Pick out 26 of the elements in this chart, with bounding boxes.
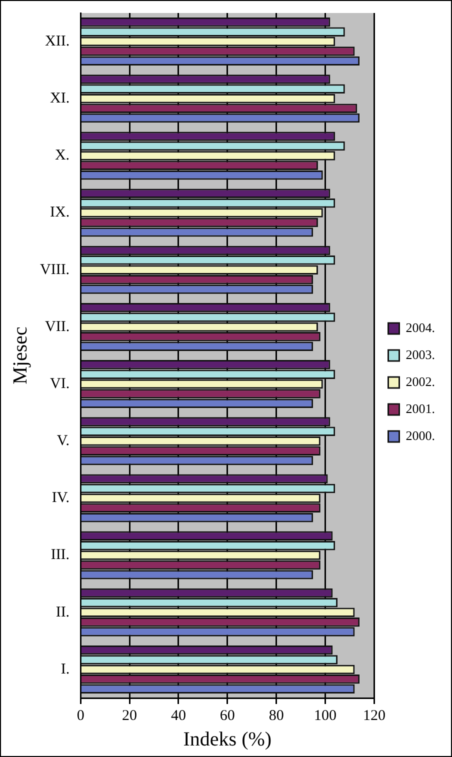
x-tick-label: 0 — [76, 708, 84, 724]
x-tick-label: 80 — [268, 708, 284, 724]
y-tick-label: II. — [56, 604, 70, 620]
y-axis-title: Mjesec — [9, 326, 32, 384]
legend-label: 2000. — [406, 428, 435, 443]
y-tick-label: VII. — [44, 318, 70, 335]
x-axis-title: Indeks (%) — [183, 728, 272, 750]
y-tick-label: XII. — [44, 33, 70, 50]
x-tick-label: 120 — [363, 708, 386, 724]
x-tick-label: 40 — [170, 708, 186, 724]
x-tick-label: 60 — [220, 708, 235, 724]
y-tick-label: VI. — [50, 376, 70, 392]
legend-label: 2003. — [406, 346, 435, 362]
y-tick-label: X. — [54, 148, 70, 164]
y-tick-label: VIII. — [40, 262, 70, 278]
y-tick-label: V. — [56, 433, 70, 450]
legend-label: 2004. — [406, 320, 435, 335]
y-tick-label: IV. — [52, 490, 70, 506]
y-tick-label: III. — [50, 547, 70, 564]
y-tick-label: IX. — [50, 204, 70, 221]
x-tick-label: 100 — [314, 708, 337, 724]
y-tick-label: XI. — [50, 90, 70, 107]
legend-label: 2001. — [406, 400, 435, 416]
x-tick-label: 20 — [122, 708, 138, 724]
y-tick-label: I. — [60, 661, 70, 678]
legend-label: 2002. — [406, 374, 435, 389]
